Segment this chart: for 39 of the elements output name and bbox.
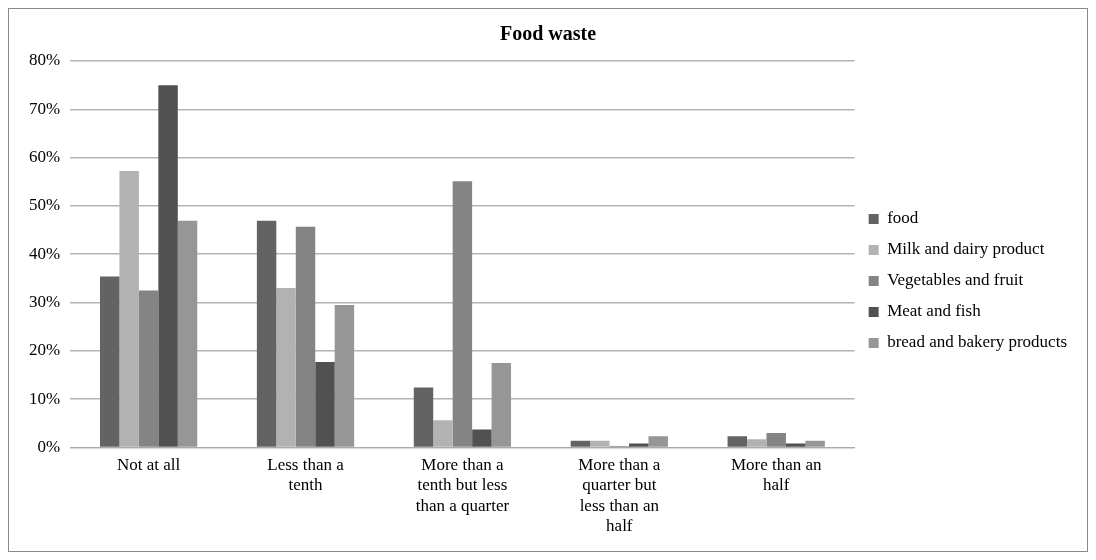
x-tick-label: More than a quarter but less than an half [578,455,661,536]
bar [295,226,316,447]
bar [452,181,473,447]
bar [158,85,178,447]
bar [491,362,512,447]
bar [766,432,786,447]
y-tick-label: 60% [28,147,61,167]
bar [177,220,198,447]
legend-label: Vegetables and fruit [887,270,1024,290]
bar [472,429,492,447]
chart-title: Food waste [499,22,597,45]
y-tick-label: 40% [28,243,61,263]
x-tick-label: Less than a tenth [267,455,345,495]
y-tick-label: 80% [28,50,61,70]
legend-label: Milk and dairy product [887,239,1045,259]
x-tick-label: Not at all [116,455,181,475]
y-tick-label: 10% [28,388,61,408]
bar [629,443,649,447]
bar [138,290,159,447]
y-tick-label: 70% [28,98,61,118]
legend-label: Meat and fish [887,301,982,321]
bar [570,440,591,447]
legend-label: food [887,208,919,228]
x-tick-label: More than an half [730,455,823,495]
bar [334,304,355,447]
bar [99,276,120,447]
bar [648,436,668,447]
legend-label: bread and bakery products [887,332,1068,352]
bar [256,220,277,447]
x-tick-label: More than a tenth but less than a quarter [415,455,510,515]
bar [413,387,434,447]
bar [805,440,825,447]
bar [785,443,806,447]
y-tick-label: 30% [28,291,61,311]
bar [727,436,748,447]
y-tick-label: 50% [28,195,61,215]
y-tick-label: 20% [28,340,61,360]
y-tick-label: 0% [37,436,61,456]
bar [315,361,335,447]
